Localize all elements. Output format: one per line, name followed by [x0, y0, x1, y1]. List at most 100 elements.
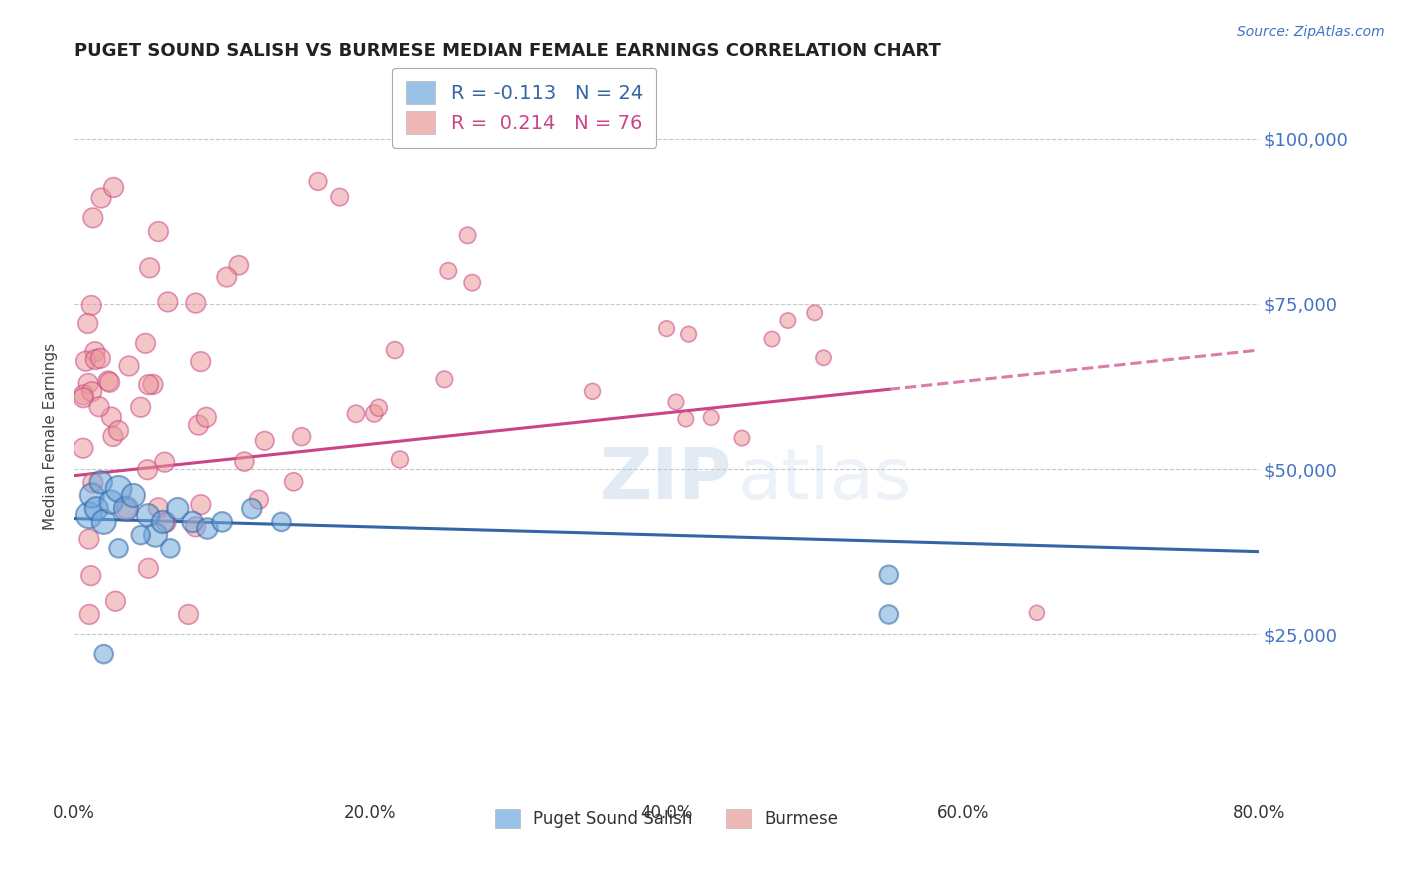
Point: [181, 515, 204, 529]
Point: [101, 429, 124, 443]
Point: [731, 431, 754, 445]
Point: [115, 501, 138, 516]
Point: [215, 270, 238, 285]
Point: [90, 475, 112, 490]
Point: [80, 488, 103, 502]
Point: [307, 174, 329, 188]
Point: [107, 541, 129, 556]
Point: [107, 424, 129, 438]
Point: [461, 276, 484, 290]
Point: [177, 607, 200, 622]
Point: [98, 376, 121, 390]
Point: [675, 412, 697, 426]
Legend: Puget Sound Salish, Burmese: Puget Sound Salish, Burmese: [488, 802, 845, 835]
Point: [291, 430, 314, 444]
Point: [148, 225, 170, 239]
Point: [97, 374, 120, 388]
Point: [84, 501, 107, 516]
Point: [329, 190, 352, 204]
Point: [363, 407, 385, 421]
Point: [197, 522, 219, 536]
Point: [700, 410, 723, 425]
Text: Source: ZipAtlas.com: Source: ZipAtlas.com: [1237, 25, 1385, 39]
Point: [761, 332, 783, 346]
Point: [155, 515, 177, 529]
Point: [82, 475, 104, 490]
Point: [83, 344, 105, 359]
Point: [145, 528, 167, 542]
Point: [678, 327, 700, 342]
Point: [80, 298, 103, 312]
Point: [240, 501, 263, 516]
Point: [156, 294, 179, 309]
Point: [134, 336, 156, 351]
Text: ZIP: ZIP: [599, 445, 731, 514]
Point: [82, 211, 104, 225]
Text: PUGET SOUND SALISH VS BURMESE MEDIAN FEMALE EARNINGS CORRELATION CHART: PUGET SOUND SALISH VS BURMESE MEDIAN FEM…: [75, 42, 941, 60]
Point: [153, 455, 176, 469]
Point: [665, 395, 688, 409]
Point: [253, 434, 276, 448]
Point: [72, 388, 94, 402]
Point: [129, 401, 152, 415]
Point: [80, 384, 103, 399]
Point: [877, 567, 900, 582]
Point: [388, 452, 411, 467]
Point: [77, 508, 100, 523]
Point: [367, 401, 389, 415]
Point: [195, 410, 218, 425]
Y-axis label: Median Female Earnings: Median Female Earnings: [44, 343, 58, 530]
Point: [1025, 606, 1047, 620]
Point: [581, 384, 603, 399]
Point: [80, 568, 103, 582]
Point: [90, 191, 112, 205]
Point: [283, 475, 305, 489]
Point: [813, 351, 835, 365]
Point: [77, 376, 100, 391]
Point: [84, 352, 107, 367]
Point: [803, 306, 825, 320]
Point: [776, 313, 799, 327]
Point: [100, 410, 122, 425]
Point: [104, 594, 127, 608]
Point: [190, 498, 212, 512]
Point: [72, 441, 94, 455]
Point: [93, 515, 115, 529]
Point: [166, 501, 188, 516]
Point: [233, 454, 256, 468]
Point: [247, 492, 270, 507]
Text: atlas: atlas: [738, 445, 912, 514]
Point: [138, 561, 160, 575]
Point: [184, 296, 207, 310]
Point: [190, 354, 212, 368]
Point: [228, 258, 250, 272]
Point: [152, 515, 174, 529]
Point: [77, 532, 100, 546]
Point: [655, 321, 678, 335]
Point: [433, 372, 456, 386]
Point: [877, 607, 900, 622]
Point: [344, 407, 367, 421]
Point: [136, 463, 159, 477]
Point: [107, 482, 129, 496]
Point: [89, 351, 111, 366]
Point: [148, 500, 170, 515]
Point: [457, 228, 479, 243]
Point: [87, 400, 110, 414]
Point: [100, 495, 122, 509]
Point: [138, 377, 160, 392]
Point: [136, 508, 159, 523]
Point: [159, 541, 181, 556]
Point: [184, 520, 207, 534]
Point: [72, 391, 94, 405]
Point: [187, 418, 209, 433]
Point: [93, 647, 115, 661]
Point: [211, 515, 233, 529]
Point: [142, 377, 165, 392]
Point: [129, 528, 152, 542]
Point: [79, 607, 101, 622]
Point: [437, 264, 460, 278]
Point: [122, 488, 145, 502]
Point: [118, 359, 141, 373]
Point: [270, 515, 292, 529]
